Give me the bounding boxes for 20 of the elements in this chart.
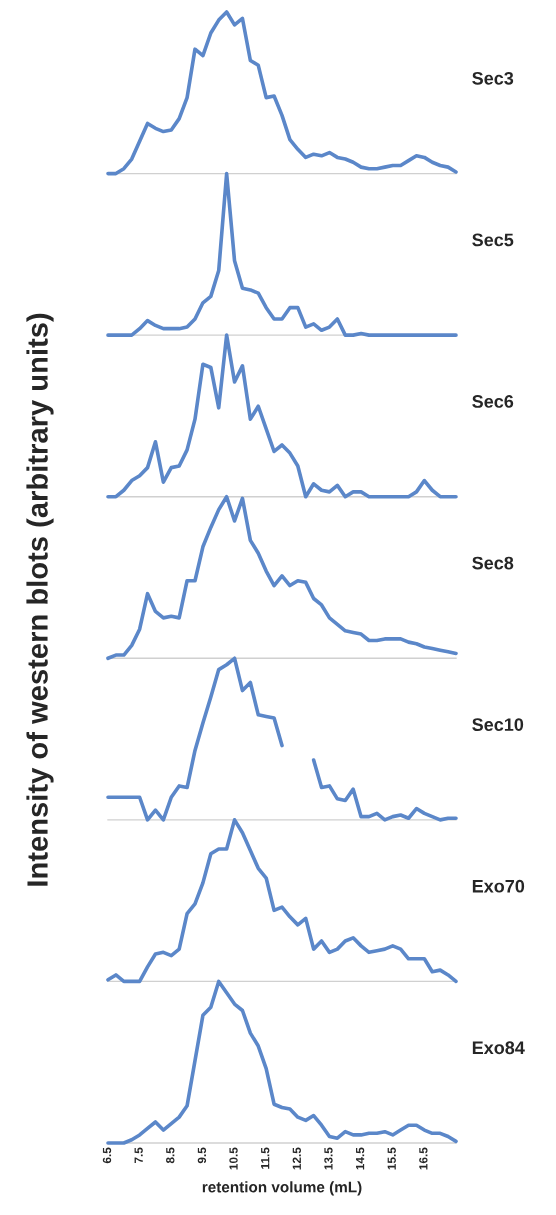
x-tick-label: 12.5 <box>292 1147 301 1170</box>
text: Sec8 <box>472 556 514 570</box>
y-axis-title: Intensity of western blots (arbitrary units) <box>26 313 54 886</box>
x-tick-label: 13.5 <box>324 1147 333 1170</box>
x-tick-label: 6.5 <box>102 1147 112 1164</box>
text: Exo70 <box>472 879 525 893</box>
x-tick-label: 9.5 <box>197 1147 207 1164</box>
x-tick-label: 10.5 <box>229 1147 238 1170</box>
x-axis-title: retention volume (mL) <box>202 1181 362 1196</box>
x-tick-label: 16.5 <box>419 1147 428 1170</box>
text: Sec10 <box>472 718 524 731</box>
text: Sec5 <box>472 233 514 247</box>
x-tick-label: 15.5 <box>387 1147 396 1170</box>
x-tick-label: 7.5 <box>134 1147 143 1164</box>
text: Exo84 <box>472 1041 525 1055</box>
text: Sec6 <box>472 395 514 408</box>
text: Sec3 <box>472 71 514 85</box>
x-tick-label: 11.5 <box>261 1147 270 1169</box>
x-tick-label: 14.5 <box>356 1147 365 1170</box>
x-tick-label: 8.5 <box>166 1147 175 1164</box>
